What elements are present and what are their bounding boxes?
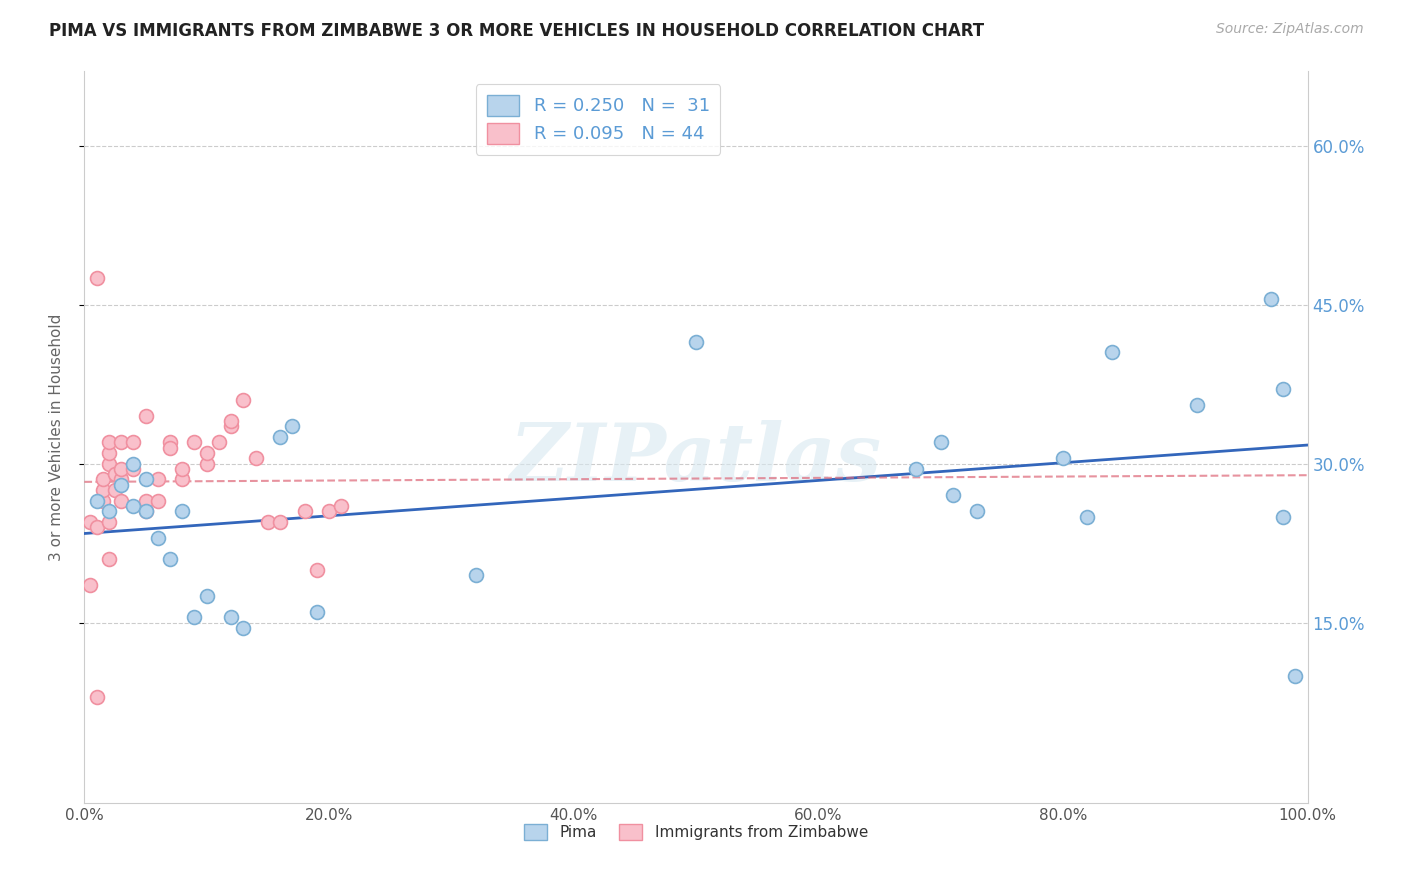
- Point: [135, 504, 157, 518]
- Point: [1076, 509, 1098, 524]
- Y-axis label: 3 or more Vehicles in Household: 3 or more Vehicles in Household: [49, 313, 63, 561]
- Point: [97, 552, 120, 566]
- Point: [135, 409, 157, 423]
- Point: [86, 690, 108, 704]
- Point: [245, 451, 267, 466]
- Point: [232, 621, 254, 635]
- Point: [122, 435, 145, 450]
- Point: [219, 419, 242, 434]
- Point: [1272, 509, 1295, 524]
- Point: [257, 515, 280, 529]
- Point: [208, 435, 231, 450]
- Point: [79, 578, 101, 592]
- Point: [104, 483, 127, 497]
- Point: [135, 493, 157, 508]
- Point: [110, 435, 132, 450]
- Point: [146, 531, 169, 545]
- Point: [294, 504, 316, 518]
- Point: [122, 462, 145, 476]
- Point: [1272, 383, 1295, 397]
- Point: [1284, 668, 1306, 682]
- Point: [1101, 345, 1123, 359]
- Point: [269, 515, 291, 529]
- Point: [183, 435, 205, 450]
- Point: [219, 414, 242, 428]
- Point: [122, 457, 145, 471]
- Point: [97, 435, 120, 450]
- Point: [79, 515, 101, 529]
- Point: [269, 430, 291, 444]
- Point: [110, 462, 132, 476]
- Point: [183, 610, 205, 624]
- Point: [104, 467, 127, 482]
- Point: [159, 441, 181, 455]
- Point: [1052, 451, 1074, 466]
- Point: [929, 435, 952, 450]
- Point: [91, 493, 114, 508]
- Point: [172, 473, 194, 487]
- Point: [905, 462, 928, 476]
- Point: [97, 504, 120, 518]
- Point: [195, 457, 218, 471]
- Point: [97, 515, 120, 529]
- Point: [86, 520, 108, 534]
- Point: [97, 457, 120, 471]
- Legend: Pima, Immigrants from Zimbabwe: Pima, Immigrants from Zimbabwe: [517, 818, 875, 847]
- Point: [232, 392, 254, 407]
- Point: [464, 567, 486, 582]
- Point: [685, 334, 707, 349]
- Point: [942, 488, 965, 502]
- Point: [91, 483, 114, 497]
- Point: [86, 493, 108, 508]
- Point: [966, 504, 988, 518]
- Point: [135, 504, 157, 518]
- Point: [110, 493, 132, 508]
- Point: [195, 446, 218, 460]
- Point: [135, 473, 157, 487]
- Point: [1187, 398, 1209, 412]
- Point: [97, 446, 120, 460]
- Point: [110, 473, 132, 487]
- Point: [110, 477, 132, 491]
- Text: Source: ZipAtlas.com: Source: ZipAtlas.com: [1216, 22, 1364, 37]
- Point: [195, 589, 218, 603]
- Point: [159, 435, 181, 450]
- Point: [86, 271, 108, 285]
- Point: [122, 499, 145, 513]
- Point: [305, 563, 328, 577]
- Point: [219, 610, 242, 624]
- Point: [330, 499, 353, 513]
- Point: [172, 462, 194, 476]
- Point: [281, 419, 304, 434]
- Point: [318, 504, 340, 518]
- Text: PIMA VS IMMIGRANTS FROM ZIMBABWE 3 OR MORE VEHICLES IN HOUSEHOLD CORRELATION CHA: PIMA VS IMMIGRANTS FROM ZIMBABWE 3 OR MO…: [49, 22, 984, 40]
- Point: [146, 473, 169, 487]
- Point: [91, 473, 114, 487]
- Point: [172, 504, 194, 518]
- Point: [146, 493, 169, 508]
- Point: [305, 605, 328, 619]
- Point: [159, 552, 181, 566]
- Text: ZIPatlas: ZIPatlas: [510, 420, 882, 498]
- Point: [1260, 293, 1282, 307]
